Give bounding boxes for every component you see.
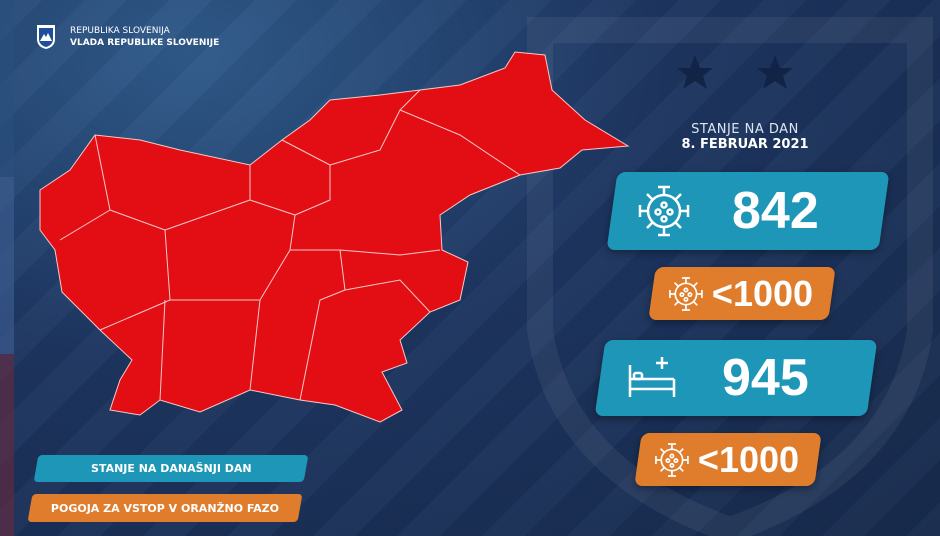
- stat-card-cases: 842: [606, 172, 890, 250]
- map-regions: [39, 51, 630, 423]
- status-label: STANJE NA DAN: [691, 122, 799, 137]
- virus-icon: [655, 442, 689, 477]
- government-header: REPUBLIKA SLOVENIJA VLADA REPUBLIKE SLOV…: [36, 24, 219, 50]
- virus-icon: [638, 185, 690, 237]
- stat-card-threshold: <1000: [634, 433, 822, 486]
- hospital-bed-icon: [628, 357, 676, 397]
- stat-value: <1000: [698, 438, 800, 480]
- coat-of-arms-icon: [37, 25, 55, 49]
- virus-icon: [669, 276, 703, 311]
- stat-card-hospitalized: 945: [594, 340, 878, 416]
- stat-value: 842: [732, 182, 819, 240]
- header-line-1: REPUBLIKA SLOVENIJA: [70, 26, 170, 36]
- flag-strip: [0, 0, 14, 536]
- legend-label: POGOJA ZA VSTOP V ORANŽNO FAZO: [50, 501, 280, 515]
- stat-value: 945: [722, 349, 809, 407]
- legend-label: STANJE NA DANAŠNJI DAN: [90, 462, 252, 475]
- status-date: 8. FEBRUAR 2021: [681, 137, 809, 152]
- header-line-2: VLADA REPUBLIKE SLOVENIJE: [70, 38, 220, 48]
- stars-decoration: [677, 55, 793, 89]
- legend-threshold: POGOJA ZA VSTOP V ORANŽNO FAZO: [27, 494, 303, 522]
- status-date-block: STANJE NA DAN 8. FEBRUAR 2021: [660, 122, 830, 152]
- stat-card-threshold: <1000: [648, 267, 836, 320]
- region-borders: [59, 89, 521, 401]
- stat-value: <1000: [712, 272, 814, 314]
- legend-current: STANJE NA DANAŠNJI DAN: [33, 455, 309, 482]
